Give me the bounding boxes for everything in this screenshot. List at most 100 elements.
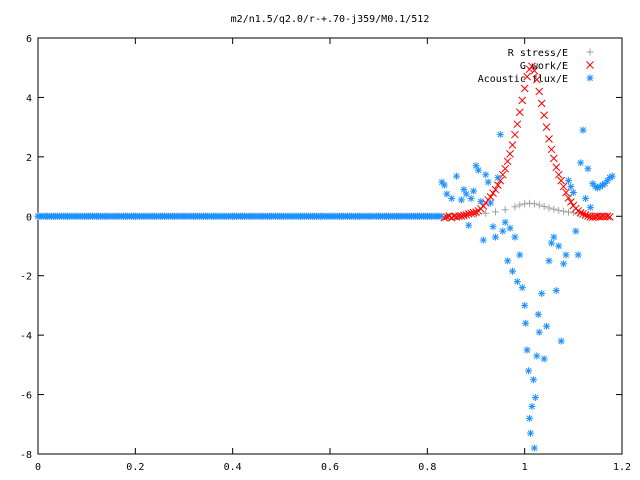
data-point	[530, 66, 539, 75]
data-point	[482, 171, 490, 179]
data-point	[462, 190, 470, 198]
data-point	[569, 189, 577, 197]
data-point	[538, 290, 546, 298]
data-point	[433, 212, 441, 220]
data-point	[550, 205, 558, 213]
data-point	[545, 135, 553, 143]
data-point	[494, 181, 502, 189]
data-point	[472, 208, 480, 216]
data-point	[465, 221, 473, 229]
data-point	[448, 194, 456, 202]
data-point	[501, 218, 509, 226]
data-point	[355, 212, 363, 220]
legend-label: G work/E	[520, 61, 568, 72]
data-point	[384, 212, 392, 220]
data-point	[102, 212, 110, 220]
data-point	[112, 212, 120, 220]
data-point	[484, 178, 492, 186]
legend-marker	[586, 48, 594, 56]
data-point	[530, 200, 538, 208]
data-point	[209, 212, 217, 220]
data-point	[501, 164, 510, 173]
data-point	[557, 176, 566, 185]
data-point	[605, 213, 614, 221]
data-point	[540, 355, 548, 363]
x-tick-label: 0.6	[321, 462, 339, 473]
data-point	[535, 87, 544, 96]
data-point	[564, 208, 572, 216]
data-point	[560, 207, 568, 215]
data-point	[518, 284, 526, 292]
data-point	[579, 210, 587, 218]
data-point	[469, 208, 478, 217]
data-point	[467, 194, 475, 202]
x-tick-label: 0	[35, 462, 41, 473]
data-point	[577, 159, 585, 167]
data-point	[532, 75, 541, 84]
data-point	[582, 194, 589, 202]
data-point	[459, 211, 468, 220]
data-point	[151, 212, 159, 220]
data-point	[576, 208, 585, 217]
data-point	[535, 201, 543, 209]
data-point	[550, 233, 558, 241]
data-point	[511, 203, 519, 211]
data-point	[562, 251, 570, 259]
x-tick-label: 0.4	[224, 462, 242, 473]
series-acoustic-flux-e	[34, 126, 616, 452]
data-point	[516, 251, 524, 259]
data-point	[564, 177, 572, 185]
data-point	[63, 212, 71, 220]
data-point	[608, 172, 616, 180]
y-tick-label: 2	[26, 153, 32, 164]
data-point	[467, 209, 475, 218]
data-point	[550, 154, 558, 163]
data-point	[518, 96, 527, 105]
data-point	[440, 181, 448, 189]
data-point	[603, 212, 612, 221]
data-point	[530, 444, 538, 452]
axes: 0 0.2 0.4 0.6 0.8 1 1.2 6 4 2 0 -2 -4 -6 -8	[20, 34, 631, 473]
data-point	[414, 212, 422, 220]
data-point	[365, 212, 373, 220]
data-point	[141, 212, 149, 220]
data-point	[526, 199, 534, 207]
data-point	[498, 170, 507, 179]
data-point	[506, 224, 514, 232]
data-point	[574, 251, 582, 259]
data-point	[504, 257, 512, 265]
data-point	[482, 209, 490, 217]
data-point	[520, 84, 529, 93]
data-point	[557, 337, 565, 345]
legend-marker	[586, 61, 594, 69]
data-point	[277, 212, 285, 220]
data-point	[336, 212, 344, 220]
data-point	[131, 212, 139, 220]
data-point	[513, 278, 521, 286]
data-point	[462, 210, 471, 219]
data-point	[34, 212, 42, 220]
data-point	[501, 206, 509, 214]
data-point	[506, 150, 514, 158]
data-point	[190, 212, 198, 220]
data-point	[457, 212, 466, 220]
data-point	[44, 212, 52, 220]
x-tick-label: 1.2	[613, 462, 631, 473]
data-point	[535, 328, 543, 336]
data-point	[511, 233, 519, 241]
data-point	[73, 212, 81, 220]
data-point	[523, 72, 531, 81]
data-point	[423, 212, 431, 220]
data-point	[287, 212, 295, 220]
chart-title: m2/n1.5/q2.0/r-+.70-j359/M0.1/512	[231, 14, 430, 25]
data-point	[599, 181, 607, 189]
x-tick-label: 0.8	[418, 462, 436, 473]
legend-marker	[586, 74, 594, 82]
data-point	[552, 287, 560, 295]
data-point	[161, 212, 169, 220]
data-point	[503, 157, 512, 166]
data-point	[122, 212, 130, 220]
legend-label: Acoustic flux/E	[478, 74, 568, 85]
series-g-work-e	[440, 62, 614, 222]
